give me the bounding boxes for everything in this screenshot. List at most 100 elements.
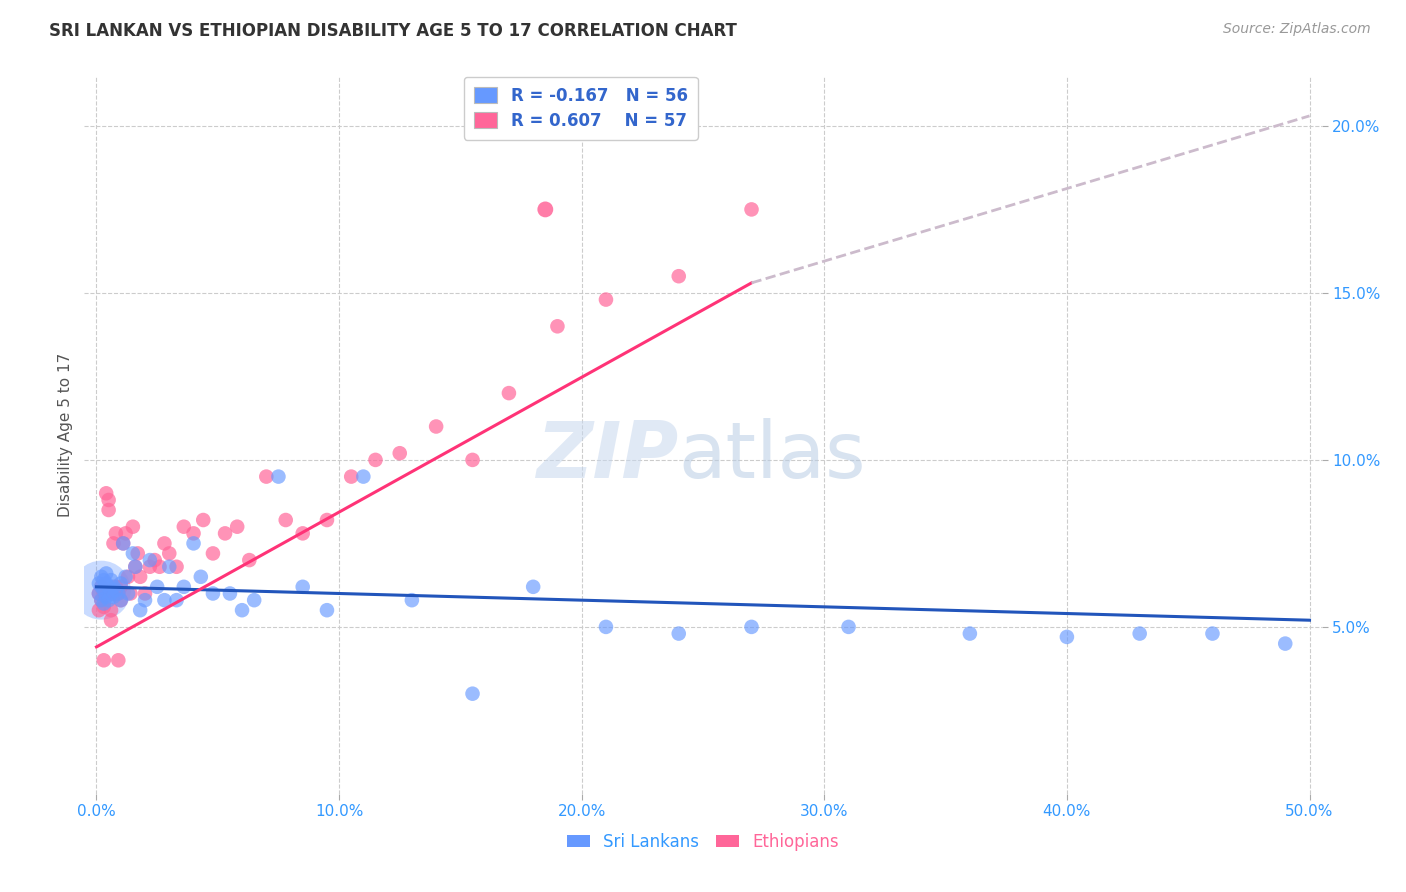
Point [124, 559, 146, 574]
Point [87, 603, 110, 617]
Point [96, 586, 118, 600]
Text: SRI LANKAN VS ETHIOPIAN DISABILITY AGE 5 TO 17 CORRELATION CHART: SRI LANKAN VS ETHIOPIAN DISABILITY AGE 5… [49, 22, 737, 40]
Point [122, 546, 145, 560]
Point [96, 486, 118, 500]
Point [104, 580, 127, 594]
Point [87, 576, 110, 591]
Point [388, 446, 411, 460]
Point [103, 536, 125, 550]
Point [146, 580, 169, 594]
Point [153, 536, 176, 550]
Point [401, 593, 423, 607]
Point [90, 580, 112, 594]
Point [100, 613, 122, 627]
Point [96, 590, 118, 604]
Point [97, 593, 120, 607]
Point [103, 586, 125, 600]
Point [117, 570, 139, 584]
Point [201, 586, 224, 600]
Point [193, 513, 215, 527]
Point [316, 603, 339, 617]
Point [274, 513, 297, 527]
Point [107, 653, 129, 667]
Point [107, 586, 129, 600]
Point [461, 453, 484, 467]
Point [340, 469, 363, 483]
Point [100, 586, 122, 600]
Point [103, 590, 125, 604]
Point [157, 546, 180, 560]
Point [93, 586, 115, 600]
Point [124, 559, 146, 574]
Point [120, 586, 142, 600]
Point [190, 570, 212, 584]
Point [139, 559, 162, 574]
Point [90, 593, 112, 607]
Y-axis label: Disability Age 5 to 17: Disability Age 5 to 17 [58, 352, 73, 517]
Point [173, 580, 195, 594]
Point [148, 559, 170, 574]
Point [461, 687, 484, 701]
Point [595, 293, 617, 307]
Point [97, 493, 120, 508]
Point [104, 526, 127, 541]
Point [114, 570, 136, 584]
Point [959, 626, 981, 640]
Point [127, 546, 149, 560]
Point [254, 469, 277, 483]
Point [214, 526, 236, 541]
Point [267, 469, 290, 483]
Point [93, 583, 115, 598]
Point [316, 513, 339, 527]
Point [183, 526, 205, 541]
Point [90, 580, 112, 594]
Point [90, 583, 112, 598]
Point [364, 453, 387, 467]
Point [104, 583, 127, 598]
Point [100, 573, 122, 587]
Point [1274, 637, 1296, 651]
Point [231, 603, 253, 617]
Point [522, 580, 544, 594]
Point [97, 580, 120, 594]
Point [352, 469, 374, 483]
Point [110, 580, 132, 594]
Point [90, 593, 112, 607]
Point [103, 580, 125, 594]
Point [110, 593, 132, 607]
Point [498, 386, 520, 401]
Point [166, 593, 188, 607]
Point [87, 586, 110, 600]
Point [96, 566, 118, 581]
Point [741, 620, 763, 634]
Point [741, 202, 763, 217]
Point [1129, 626, 1152, 640]
Point [201, 546, 224, 560]
Point [129, 570, 152, 584]
Point [96, 576, 118, 591]
Point [112, 536, 135, 550]
Point [112, 536, 135, 550]
Point [226, 519, 249, 533]
Point [139, 553, 162, 567]
Point [166, 559, 188, 574]
Point [238, 553, 260, 567]
Point [668, 626, 690, 640]
Point [157, 559, 180, 574]
Point [1201, 626, 1223, 640]
Point [93, 597, 115, 611]
Point [173, 519, 195, 533]
Text: ZIP: ZIP [536, 418, 678, 494]
Point [110, 593, 132, 607]
Point [291, 526, 314, 541]
Point [425, 419, 447, 434]
Point [129, 603, 152, 617]
Point [183, 536, 205, 550]
Point [107, 586, 129, 600]
Point [219, 586, 242, 600]
Point [93, 573, 115, 587]
Point [110, 576, 132, 591]
Point [546, 319, 568, 334]
Point [93, 599, 115, 614]
Point [143, 553, 166, 567]
